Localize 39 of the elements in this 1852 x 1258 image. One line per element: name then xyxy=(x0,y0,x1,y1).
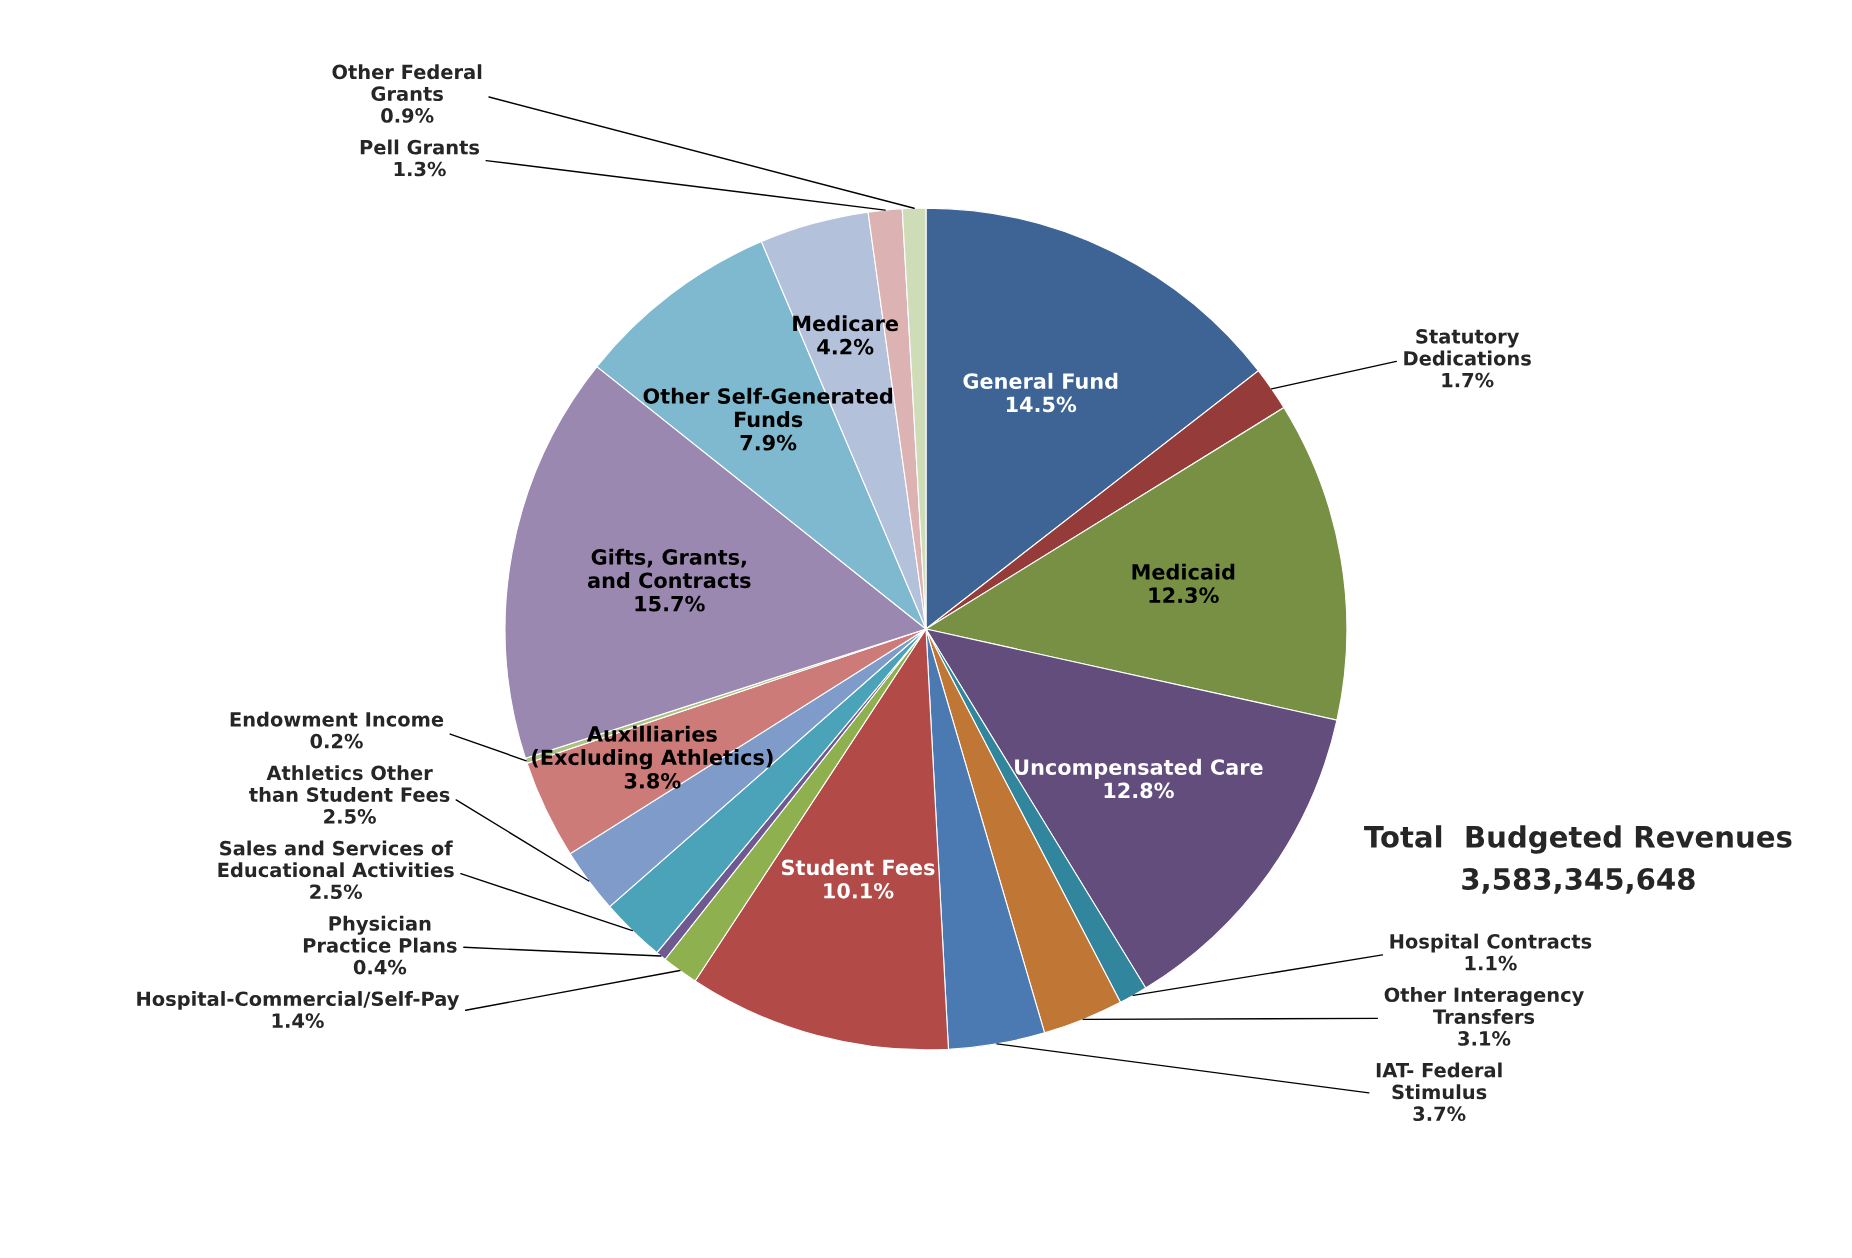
slice-label: Uncompensated Care xyxy=(1015,758,1263,780)
slice-label: Other Federal Grants xyxy=(332,64,482,102)
data-label: 0.2% xyxy=(310,733,363,749)
text: Total Budgeted Revenues xyxy=(1364,825,1792,854)
slice-label: Gifts, Grants, and Contracts xyxy=(587,548,751,589)
text: 3,583,345,648 xyxy=(1462,867,1695,894)
slice-label: Hospital-Commercial/Self-Pay xyxy=(137,991,460,1011)
data-label: 3.8% xyxy=(624,772,681,789)
slice-label: Physician Practice Plans xyxy=(303,915,457,953)
data-label: 14.5% xyxy=(1006,396,1077,413)
data-label: 7.9% xyxy=(740,434,797,451)
data-label: 1.3% xyxy=(394,161,446,177)
data-label: 2.5% xyxy=(324,809,376,824)
slice-label: IAT- Federal Stimulus xyxy=(1376,1062,1502,1100)
slice-label: Endowment Income xyxy=(230,711,444,727)
data-label: 1.1% xyxy=(1465,955,1517,971)
slice-label: Athletics Other than Student Fees xyxy=(249,765,450,802)
slice-label: General Fund xyxy=(963,372,1118,389)
data-label: 10.1% xyxy=(824,882,894,899)
data-label: 2.5% xyxy=(310,884,363,900)
slice-label: Sales and Services of Educational Activities xyxy=(218,840,454,878)
slice-label: Medicare xyxy=(793,315,899,332)
data-label: 1.7% xyxy=(1442,372,1494,388)
data-label: 4.2% xyxy=(817,338,874,355)
data-label: 1.4% xyxy=(272,1013,324,1029)
slice-label: Student Fees xyxy=(782,859,935,876)
slice-label: Other Self-Generated Funds xyxy=(643,387,893,428)
data-label: 12.3% xyxy=(1149,587,1219,604)
data-label: 12.8% xyxy=(1104,782,1174,799)
slice-label: Pell Grants xyxy=(360,139,480,155)
slice-label: Medicaid xyxy=(1132,563,1235,580)
data-label: 0.4% xyxy=(353,959,407,975)
slice-label: Other Interagency Transfers xyxy=(1384,987,1584,1025)
data-label: 15.7% xyxy=(635,595,705,612)
data-label: 3.1% xyxy=(1458,1031,1511,1046)
data-label: 3.7% xyxy=(1413,1106,1466,1122)
slice-label: Hospital Contracts xyxy=(1390,933,1592,953)
data-label: 0.9% xyxy=(381,108,434,123)
slice-label: Statutory Dedications xyxy=(1404,329,1531,366)
